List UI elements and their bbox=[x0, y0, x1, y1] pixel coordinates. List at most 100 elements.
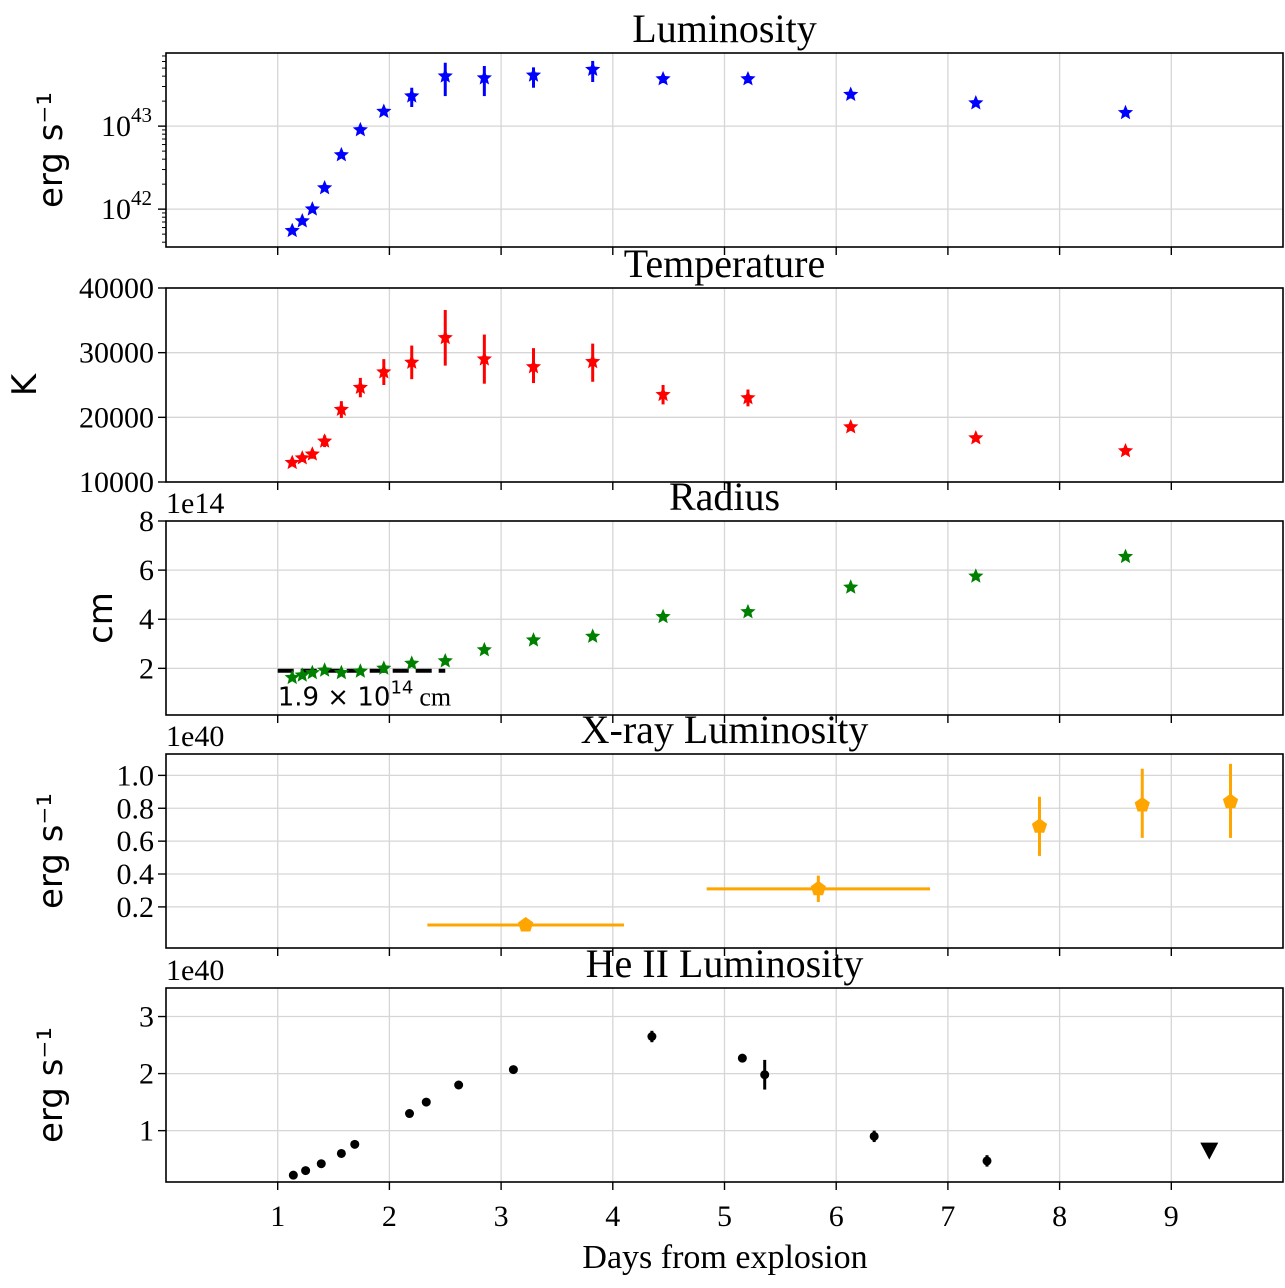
plot-area bbox=[277, 548, 1134, 685]
y-tick-label: 0.4 bbox=[117, 858, 155, 891]
data-point bbox=[304, 664, 320, 680]
data-point bbox=[968, 94, 984, 110]
y-tick-label-base: 10 bbox=[101, 110, 131, 143]
data-point bbox=[376, 103, 392, 118]
data-point bbox=[1117, 104, 1134, 120]
x-tick-label: 4 bbox=[605, 1200, 620, 1233]
data-point bbox=[760, 1070, 770, 1080]
data-point bbox=[740, 70, 756, 86]
data-point bbox=[333, 664, 349, 680]
y-tick-label: 30000 bbox=[79, 337, 154, 370]
data-point bbox=[304, 201, 320, 216]
data-point bbox=[740, 603, 756, 619]
y-tick-label-exponent: 42 bbox=[131, 186, 152, 210]
data-point bbox=[655, 386, 671, 402]
data-point bbox=[352, 121, 368, 137]
panel-title: Temperature bbox=[624, 241, 826, 286]
y-axis-label: cm bbox=[81, 592, 121, 644]
data-point bbox=[284, 454, 300, 470]
plot-area bbox=[284, 309, 1134, 470]
panel-5: 1 2 3 4 5 6 7 8 9 1 2 3 He II Luminosity 1e40 erg s⁻¹ bbox=[31, 941, 1284, 1233]
y-axis-label: erg s⁻¹ bbox=[31, 793, 71, 909]
data-point bbox=[476, 641, 492, 657]
data-point bbox=[810, 880, 826, 896]
y-tick-label: 1.0 bbox=[117, 759, 155, 792]
data-point bbox=[518, 916, 534, 932]
data-point bbox=[301, 1166, 311, 1176]
y-tick-label: 20000 bbox=[79, 401, 154, 434]
plot-area bbox=[427, 763, 1239, 932]
data-point bbox=[843, 86, 859, 102]
x-axis-label: Days from explosion bbox=[582, 1239, 867, 1276]
data-point bbox=[585, 61, 601, 77]
x-tick-label: 7 bbox=[940, 1200, 955, 1233]
data-point bbox=[843, 579, 859, 594]
data-point bbox=[350, 1139, 360, 1149]
plot-area bbox=[284, 60, 1134, 238]
plot-area bbox=[288, 1030, 1219, 1180]
data-point bbox=[585, 353, 601, 369]
y-offset-label: 1e14 bbox=[166, 487, 224, 520]
data-point bbox=[376, 660, 392, 675]
panel-title: X-ray Luminosity bbox=[581, 707, 869, 752]
data-point bbox=[352, 663, 368, 678]
panel-title: Luminosity bbox=[632, 6, 816, 51]
data-point bbox=[982, 1156, 992, 1166]
y-axis-label: K bbox=[5, 372, 45, 396]
y-tick-label: 4 bbox=[139, 603, 154, 636]
y-tick-label: 6 bbox=[139, 554, 154, 587]
data-point bbox=[437, 329, 453, 345]
x-tick-label: 1 bbox=[270, 1200, 285, 1233]
y-tick-label: 40000 bbox=[79, 272, 154, 305]
data-point bbox=[454, 1080, 464, 1090]
data-point bbox=[294, 212, 310, 228]
annotation-unit: cm bbox=[419, 683, 451, 712]
data-point bbox=[525, 358, 542, 374]
data-point bbox=[294, 450, 310, 465]
y-tick-label: 1042 bbox=[101, 186, 152, 226]
data-point bbox=[655, 608, 671, 624]
annotation-exponent: 14 bbox=[390, 678, 413, 699]
data-point bbox=[1031, 818, 1048, 833]
data-point bbox=[304, 446, 320, 461]
y-tick-label: 1043 bbox=[101, 103, 152, 143]
data-point bbox=[1117, 442, 1134, 458]
x-tick-label: 6 bbox=[829, 1200, 844, 1233]
upper-limit-marker bbox=[1200, 1142, 1219, 1160]
data-point bbox=[647, 1032, 657, 1041]
y-tick-label: 0.8 bbox=[117, 792, 155, 825]
data-point bbox=[525, 632, 542, 647]
y-axis-label: erg s⁻¹ bbox=[31, 92, 71, 208]
y-tick-label-base: 10 bbox=[101, 193, 131, 226]
panel-3: 2 4 6 8 Radius 1e14 cm 1.9 × 1014 cm bbox=[81, 474, 1284, 723]
data-point bbox=[508, 1065, 518, 1075]
panel-title: Radius bbox=[669, 474, 780, 519]
y-tick-label: 1 bbox=[139, 1115, 154, 1148]
data-point bbox=[288, 1170, 298, 1180]
annotation-main: 1.9 × 10 bbox=[278, 683, 391, 713]
data-point bbox=[352, 379, 368, 395]
data-point bbox=[843, 419, 859, 434]
data-point bbox=[336, 1148, 346, 1158]
data-point bbox=[317, 662, 333, 677]
data-point bbox=[655, 70, 671, 86]
data-point bbox=[437, 652, 453, 668]
y-tick-label: 8 bbox=[139, 505, 154, 538]
y-tick-label-exponent: 43 bbox=[131, 103, 152, 127]
x-tick-label: 3 bbox=[494, 1200, 509, 1233]
panel-2: 10000 20000 30000 40000 Temperature K bbox=[5, 241, 1284, 499]
y-tick-label: 2 bbox=[139, 652, 154, 685]
data-point bbox=[1222, 793, 1239, 809]
data-point bbox=[525, 67, 542, 82]
data-point bbox=[869, 1131, 879, 1141]
data-point bbox=[404, 88, 420, 103]
data-point bbox=[968, 568, 984, 583]
data-point bbox=[294, 667, 310, 682]
data-point bbox=[476, 351, 492, 366]
y-offset-label: 1e40 bbox=[166, 720, 224, 753]
data-point bbox=[404, 354, 420, 369]
data-point bbox=[316, 1159, 326, 1169]
